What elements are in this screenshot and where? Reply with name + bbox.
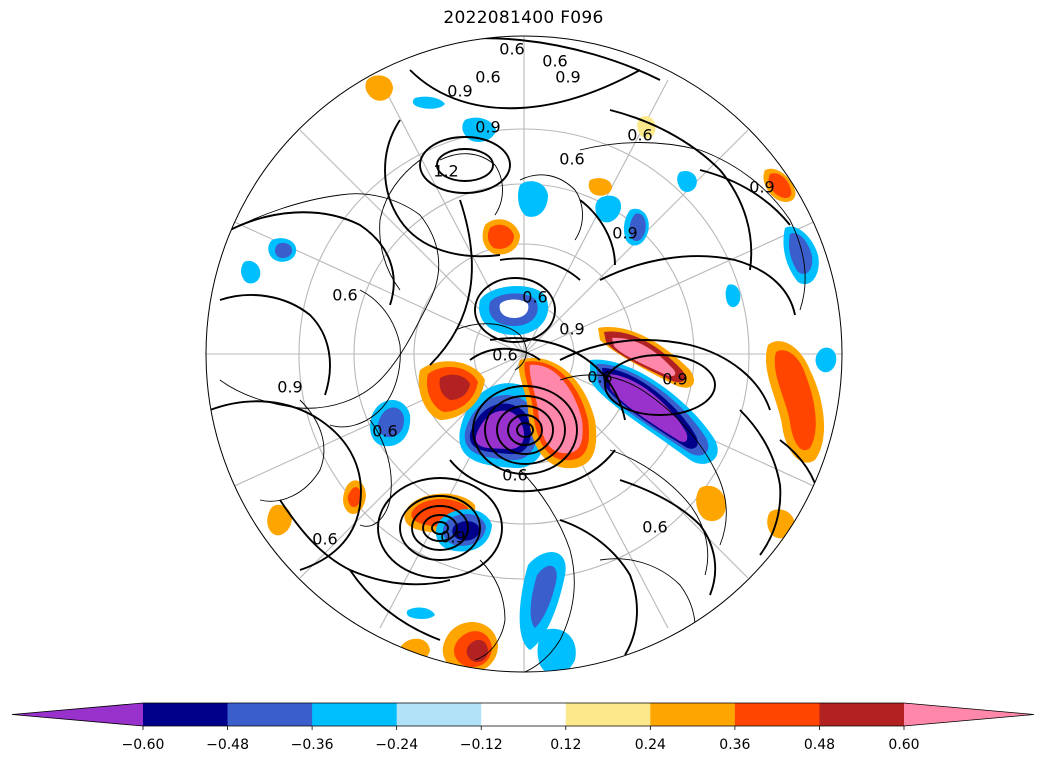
- colorbar-swatch: [143, 703, 229, 726]
- map-boundary: [205, 35, 843, 673]
- contour-label: 0.6: [559, 150, 584, 169]
- contour-lines: [209, 37, 821, 656]
- colorbar-swatch: [396, 703, 482, 726]
- colorbar-swatch: [819, 703, 905, 726]
- contour-label: 0.6: [542, 52, 567, 71]
- colorbar-tick-label: −0.36: [291, 737, 334, 753]
- contour-label: 0.9: [447, 82, 472, 101]
- colorbar-tick-label: 0.12: [550, 737, 581, 753]
- contour-label: 0.6: [372, 422, 397, 441]
- colorbar-extend-low: [12, 703, 143, 726]
- colorbar-tick-label: −0.24: [375, 737, 418, 753]
- map-title: 2022081400 F096: [443, 8, 604, 28]
- contour-label: 0.6: [502, 466, 527, 485]
- contour-label: 0.9: [559, 320, 584, 339]
- contour-label: 0.6: [312, 530, 337, 549]
- contour-labels: 0.60.60.60.90.90.91.20.60.60.90.60.90.60…: [277, 40, 774, 549]
- contour-label: 1.2: [433, 162, 458, 181]
- map-disc-content: 0.60.60.60.90.90.91.20.60.60.90.60.90.60…: [206, 36, 842, 672]
- colorbar-swatch: [312, 703, 398, 726]
- contour-label: 0.6: [475, 68, 500, 87]
- contour-label: 0.6: [587, 368, 612, 387]
- colorbar-swatch: [734, 703, 820, 726]
- contour-label: 0.6: [642, 518, 667, 537]
- contour-label: 0.6: [627, 126, 652, 145]
- colorbar-extend-high: [904, 703, 1034, 726]
- colorbar-tick-label: 0.48: [804, 737, 835, 753]
- contour-label: 0.6: [492, 346, 517, 365]
- contour-label: 0.9: [440, 528, 465, 547]
- contour-label: 0.6: [332, 286, 357, 305]
- colorbar-swatches: [11, 702, 1035, 727]
- contour-label: 0.9: [277, 378, 302, 397]
- colorbar-ticks: −0.60 −0.48 −0.36 −0.24 −0.12 0.12 0.24 0.36 0.4…: [122, 726, 920, 753]
- colorbar-tick-label: 0.24: [635, 737, 666, 753]
- colorbar-tick-label: 0.36: [719, 737, 750, 753]
- contour-label: 0.9: [475, 118, 500, 137]
- colorbar-tick-label: −0.60: [122, 737, 165, 753]
- contour-label: 0.6: [522, 288, 547, 307]
- colorbar-swatch: [481, 703, 567, 726]
- colorbar-tick-label: −0.12: [460, 737, 503, 753]
- colorbar-swatch: [227, 703, 313, 726]
- colorbar-tick-label: −0.48: [206, 737, 249, 753]
- contour-label: 0.6: [499, 40, 524, 59]
- colorbar-swatch: [650, 703, 736, 726]
- contour-label: 0.9: [662, 370, 687, 389]
- colorbar-swatch: [565, 703, 651, 726]
- polar-map: 0.60.60.60.90.90.91.20.60.60.90.60.90.60…: [205, 35, 843, 673]
- low-pressure-centers: [377, 136, 716, 579]
- coastlines: [219, 142, 806, 672]
- colorbar-tick-label: 0.60: [888, 737, 919, 753]
- contour-label: 0.9: [555, 68, 580, 87]
- contour-label: 0.9: [612, 224, 637, 243]
- contour-label: 0.9: [749, 178, 774, 197]
